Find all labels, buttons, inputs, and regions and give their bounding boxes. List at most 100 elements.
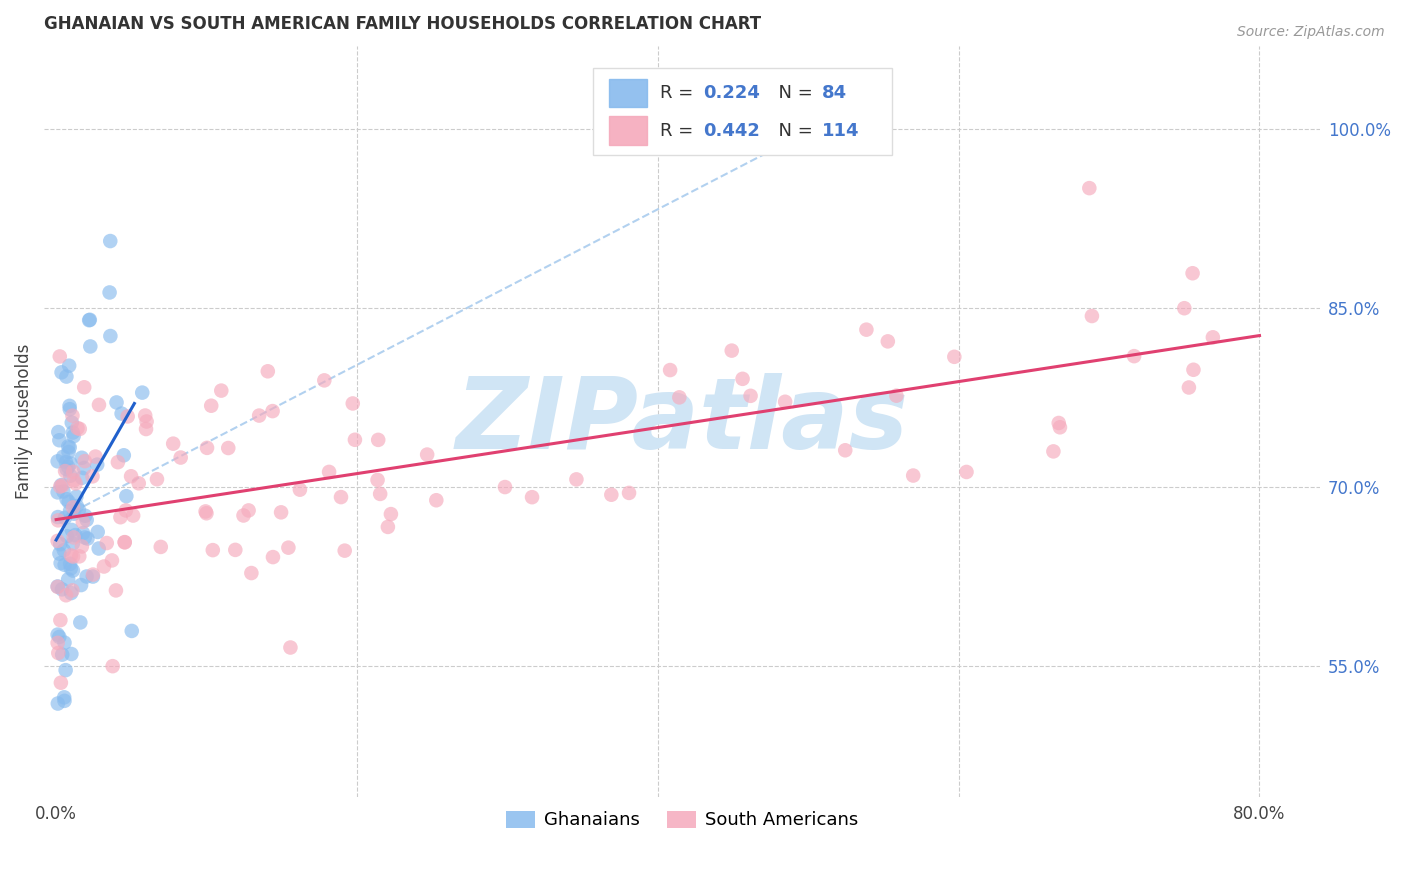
Point [1178,380,1201,394]
Point [288,483,311,497]
Text: R =: R = [661,84,699,102]
Point [79,339,101,353]
Text: N =: N = [768,84,818,102]
Point [72,515,94,529]
Point [1047,416,1070,430]
Point [46,513,69,527]
Point [49,556,72,570]
Point [48,434,70,448]
Point [46,454,69,468]
Point [105,395,128,409]
Point [60,523,83,537]
Point [93,559,115,574]
Point [494,480,516,494]
Point [170,450,193,465]
Point [51,478,73,492]
Point [65,476,87,491]
Point [98,285,121,300]
Point [101,659,124,673]
Point [367,473,389,487]
Point [131,385,153,400]
Point [49,537,72,551]
Point [55,369,77,384]
Point [73,531,96,545]
Point [70,450,93,465]
Point [69,615,91,630]
Point [52,543,75,558]
Point [62,583,84,598]
Point [247,409,270,423]
Point [59,441,82,455]
Point [86,458,108,472]
Point [55,455,77,469]
Point [76,532,98,546]
Point [46,425,69,439]
Point [162,436,184,450]
Point [75,508,97,523]
Point [115,489,138,503]
Point [46,646,69,660]
Point [52,450,75,464]
Point [232,508,254,523]
Point [59,504,82,518]
Y-axis label: Family Households: Family Households [15,343,32,499]
Point [120,469,142,483]
Point [49,613,72,627]
Point [277,541,299,555]
Point [82,567,104,582]
Point [46,533,69,548]
Point [53,694,76,708]
Point [121,624,143,638]
Point [76,513,98,527]
Point [314,373,336,387]
Point [62,465,84,479]
Point [62,531,84,545]
Point [49,350,72,364]
Point [69,422,91,436]
Point [114,535,136,549]
Point [262,550,284,565]
Point [82,569,104,583]
Point [65,528,87,542]
Point [46,580,69,594]
Point [96,536,118,550]
Point [114,535,136,549]
Point [58,495,80,509]
Point [56,529,79,543]
Point [1081,309,1104,323]
Point [256,364,278,378]
Point [343,433,366,447]
Point [194,504,217,518]
Point [117,409,139,424]
Point [55,663,77,677]
Point [66,421,89,435]
Point [1078,181,1101,195]
Point [58,439,80,453]
Point [876,334,898,349]
Point [55,588,77,602]
Point [731,372,754,386]
Text: 84: 84 [823,84,848,102]
Point [149,540,172,554]
Point [333,543,356,558]
Point [1173,301,1195,316]
Point [617,486,640,500]
Point [416,448,439,462]
Point [62,429,84,443]
Point [955,465,977,479]
Point [62,425,84,440]
Point [1202,330,1225,344]
Point [70,540,93,554]
Point [201,543,224,558]
Point [76,569,98,583]
Point [48,630,70,644]
Point [115,503,138,517]
Point [46,485,69,500]
Point [60,586,83,600]
Point [377,520,399,534]
Point [600,488,623,502]
Point [59,549,82,563]
Point [51,478,73,492]
Point [112,448,135,462]
Point [51,582,73,597]
